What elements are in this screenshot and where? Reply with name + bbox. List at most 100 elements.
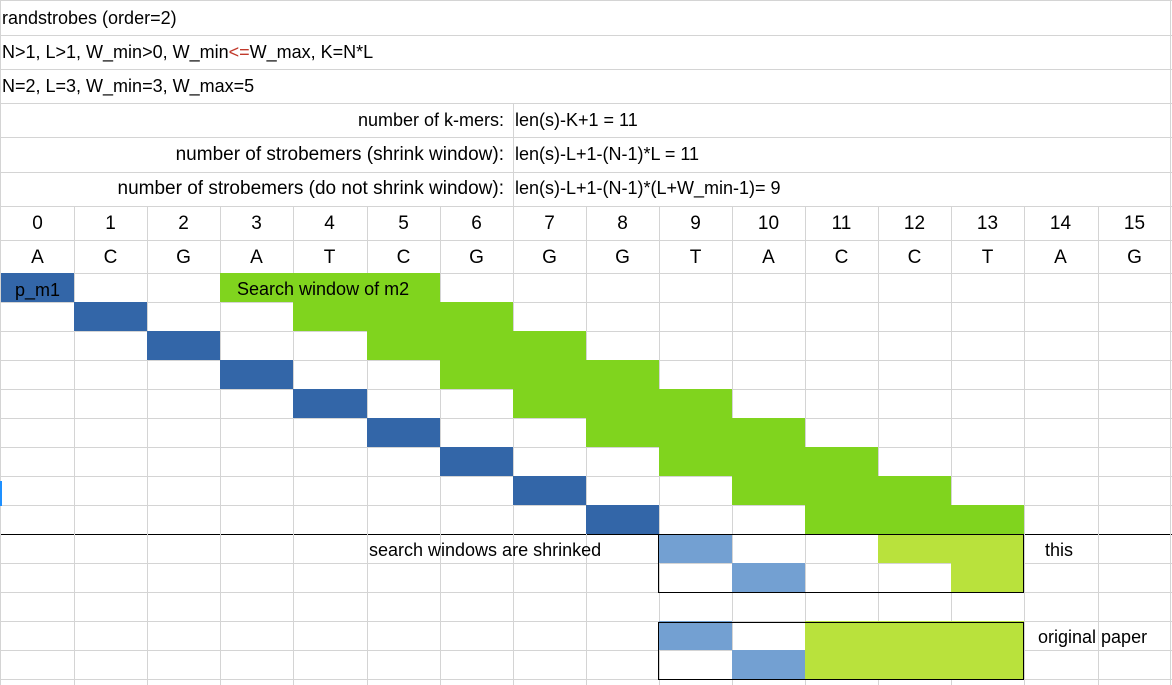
cell-cursor <box>0 481 2 506</box>
sequence-cell-0[interactable]: A <box>31 247 44 268</box>
sequence-cell-2[interactable]: G <box>176 247 191 268</box>
sequence-cell-8[interactable]: G <box>615 247 630 268</box>
search-window-cell <box>878 505 951 534</box>
constraints-text-b: W_max, K=N*L <box>249 42 374 62</box>
index-cell-13[interactable]: 13 <box>976 213 999 234</box>
this-strobe1-cell <box>659 534 732 563</box>
orig-window-cell <box>951 621 1024 650</box>
search-window-cell <box>513 331 586 360</box>
strobe1-cell <box>220 360 293 389</box>
search-window-cell <box>805 476 878 505</box>
params-cell[interactable]: N=2, L=3, W_min=3, W_max=5 <box>2 76 254 97</box>
sequence-cell-14[interactable]: A <box>1054 247 1067 268</box>
search-window-cell <box>805 447 878 476</box>
index-cell-2[interactable]: 2 <box>178 213 189 234</box>
index-cell-3[interactable]: 3 <box>251 213 262 234</box>
sequence-cell-4[interactable]: T <box>323 247 336 268</box>
this-comparison-box <box>658 534 1024 593</box>
search-window-cell <box>659 447 732 476</box>
strobe1-cell <box>74 302 147 331</box>
search-window-cell <box>293 302 367 331</box>
sequence-cell-7[interactable]: G <box>542 247 557 268</box>
this-window-cell <box>951 534 1024 563</box>
params-text: N=2, L=3, W_min=3, W_max=5 <box>2 76 255 96</box>
search-window-cell <box>732 476 805 505</box>
this-strobe1-cell <box>732 563 805 592</box>
index-cell-1[interactable]: 1 <box>105 213 116 234</box>
sequence-cell-1[interactable]: C <box>103 247 118 268</box>
orig-window-cell <box>951 650 1024 679</box>
constraints-operator: <= <box>228 42 250 62</box>
kmer-count-label: number of k-mers: <box>357 110 504 130</box>
sequence-cell-12[interactable]: C <box>907 247 922 268</box>
search-window-cell <box>878 476 951 505</box>
strobe1-cell <box>1 273 74 302</box>
original-comparison-box <box>658 622 1024 680</box>
sequence-cell-3[interactable]: A <box>250 247 263 268</box>
shrink-note: search windows are shrinked <box>369 540 602 560</box>
this-label: this <box>1045 540 1074 560</box>
search-window-cell <box>440 331 513 360</box>
shrink-count-formula: len(s)-L+1-(N-1)*L = 11 <box>515 144 700 164</box>
index-cell-8[interactable]: 8 <box>617 213 628 234</box>
this-window-cell <box>951 563 1024 592</box>
index-cell-11[interactable]: 11 <box>831 213 852 234</box>
strobe1-cell <box>440 447 513 476</box>
search-window-cell <box>440 302 513 331</box>
search-window-cell <box>367 331 440 360</box>
search-window-cell <box>367 302 440 331</box>
sequence-cell-13[interactable]: T <box>981 247 994 268</box>
search-window-cell <box>659 418 732 447</box>
orig-window-cell <box>878 650 951 679</box>
index-cell-6[interactable]: 6 <box>471 213 482 234</box>
constraints-cell[interactable]: N>1, L>1, W_min>0, W_min<=W_max, K=N*L <box>2 42 373 63</box>
search-window-cell <box>732 447 805 476</box>
search-window-cell <box>805 505 878 534</box>
this-window-cell <box>878 534 951 563</box>
noshrink-count-label: number of strobemers (do not shrink wind… <box>117 178 505 199</box>
sequence-cell-5[interactable]: C <box>396 247 411 268</box>
search-window-cell <box>951 505 1024 534</box>
search-window-cell <box>513 360 586 389</box>
strobe1-cell <box>293 389 367 418</box>
search-window-label: Search window of m2 <box>237 279 410 299</box>
index-cell-4[interactable]: 4 <box>324 213 335 234</box>
index-cell-5[interactable]: 5 <box>398 213 409 234</box>
search-window-cell <box>586 389 659 418</box>
strobe1-cell <box>513 476 586 505</box>
sequence-cell-10[interactable]: A <box>762 247 775 268</box>
title-cell[interactable]: randstrobes (order=2) <box>2 8 177 29</box>
index-cell-0[interactable]: 0 <box>32 213 43 234</box>
kmer-count-formula: len(s)-K+1 = 11 <box>515 110 638 130</box>
orig-strobe1-cell <box>732 650 805 679</box>
index-cell-15[interactable]: 15 <box>1123 213 1146 234</box>
search-window-cell <box>586 360 659 389</box>
sequence-cell-9[interactable]: T <box>689 247 702 268</box>
search-window-cell <box>732 418 805 447</box>
orig-window-cell <box>878 621 951 650</box>
index-cell-10[interactable]: 10 <box>757 213 780 234</box>
strobe1-cell <box>147 331 220 360</box>
index-cell-12[interactable]: 12 <box>903 213 926 234</box>
search-window-cell <box>586 418 659 447</box>
title-text: randstrobes (order=2) <box>2 8 177 28</box>
orig-window-cell <box>805 621 878 650</box>
search-window-cell <box>513 389 586 418</box>
p-m1-label: p_m1 <box>15 280 61 300</box>
strobe1-cell <box>586 505 659 534</box>
search-window-cell <box>220 273 293 302</box>
sequence-cell-6[interactable]: G <box>469 247 484 268</box>
original-paper-label: original paper <box>1038 627 1148 647</box>
index-cell-7[interactable]: 7 <box>544 213 555 234</box>
sequence-cell-11[interactable]: C <box>834 247 849 268</box>
sequence-cell-15[interactable]: G <box>1127 247 1142 268</box>
constraints-text-a: N>1, L>1, W_min>0, W_min <box>2 42 229 62</box>
index-cell-14[interactable]: 14 <box>1049 213 1072 234</box>
shrink-count-label: number of strobemers (shrink window): <box>175 144 504 165</box>
index-cell-9[interactable]: 9 <box>690 213 701 234</box>
strobe1-cell <box>367 418 440 447</box>
search-window-cell <box>293 273 367 302</box>
orig-strobe1-cell <box>659 621 732 650</box>
search-window-cell <box>440 360 513 389</box>
